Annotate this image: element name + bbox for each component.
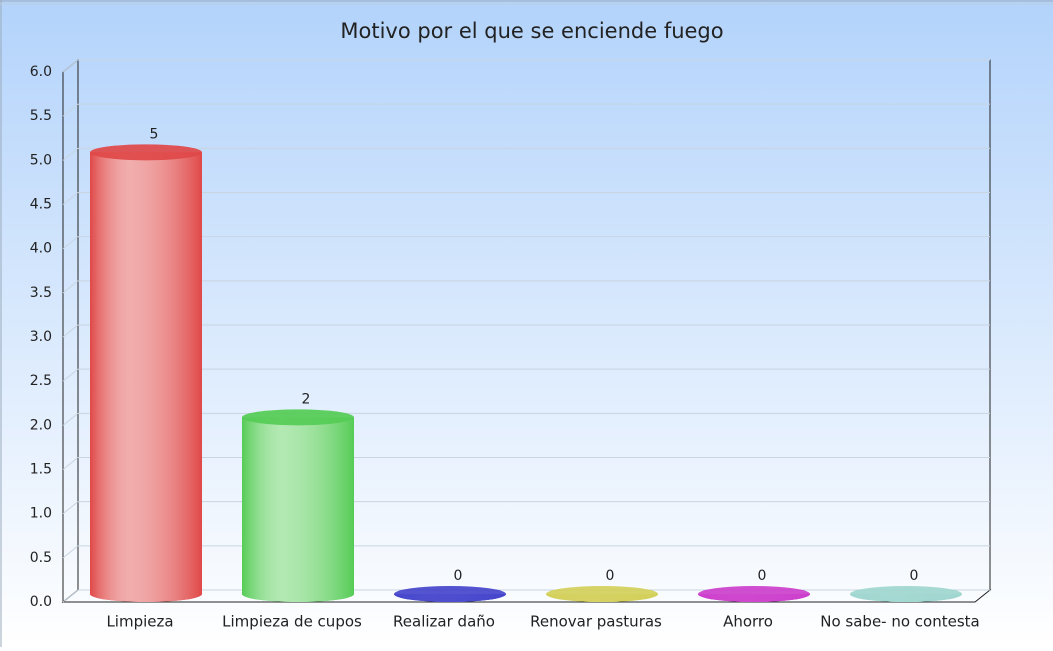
x-tick-label: Realizar daño [393, 613, 495, 631]
chart-title: Motivo por el que se enciende fuego [340, 19, 723, 43]
y-tick-label: 5.5 [30, 108, 52, 124]
y-tick-label: 4.5 [30, 197, 52, 213]
grid-line [62, 236, 79, 250]
grid-line [62, 147, 79, 161]
y-tick-label: 0.5 [30, 550, 52, 566]
x-tick-label: Renovar pasturas [530, 613, 662, 631]
bar-top [90, 144, 202, 161]
grid-line [62, 457, 79, 470]
y-tick-label: 0.0 [30, 594, 52, 610]
y-tick-label: 2.5 [30, 373, 52, 389]
x-tick-label: No sabe- no contesta [820, 613, 980, 631]
grid-line [62, 103, 79, 117]
grid-line [62, 501, 79, 515]
x-tick-label: Ahorro [723, 613, 773, 631]
bar-top [698, 586, 810, 602]
grid-line [62, 589, 79, 603]
value-label: 0 [910, 568, 919, 584]
grid-line [62, 368, 79, 382]
grid-line [62, 59, 79, 73]
grid-line [62, 412, 79, 426]
bar-shade [242, 417, 354, 602]
bar-shade [90, 152, 202, 603]
grid-line [62, 280, 79, 294]
bar-top [546, 586, 658, 602]
value-label: 0 [606, 568, 615, 584]
y-tick-label: 3.5 [30, 285, 52, 301]
y-tick-label: 1.5 [30, 462, 52, 478]
bar-top [850, 586, 962, 602]
y-tick-label: 2.0 [30, 417, 52, 433]
grid-line [62, 324, 79, 338]
y-tick-label: 6.0 [30, 64, 52, 80]
y-tick-label: 1.0 [30, 506, 52, 522]
x-tick-label: Limpieza de cupos [222, 613, 362, 631]
grid-line [62, 192, 79, 205]
y-tick-label: 5.0 [30, 152, 52, 168]
value-label: 0 [454, 568, 463, 584]
y-tick-label: 3.0 [30, 329, 52, 345]
y-tick-label: 4.0 [30, 241, 52, 257]
x-tick-label: Limpieza [106, 613, 173, 631]
bar-top [394, 586, 506, 602]
value-label: 5 [150, 126, 159, 142]
grid-line [62, 545, 79, 559]
value-label: 2 [302, 391, 311, 407]
bar-top [242, 409, 354, 426]
value-label: 0 [758, 568, 767, 584]
